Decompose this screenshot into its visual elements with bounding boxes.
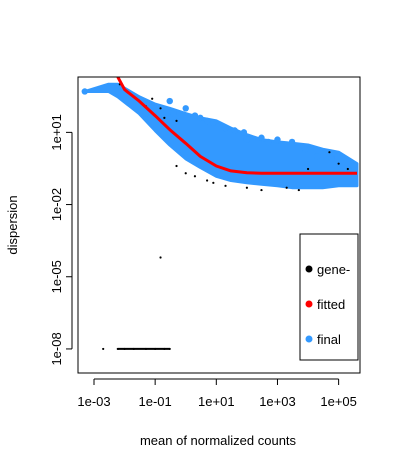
final-points-layer: [81, 88, 357, 170]
final-point: [274, 136, 281, 143]
final-point: [258, 134, 265, 141]
gene-point: [184, 172, 187, 175]
final-point: [81, 88, 88, 95]
gene-point: [163, 116, 166, 119]
legend: gene-fitted final: [299, 233, 359, 361]
gene-point: [285, 186, 288, 189]
gene-point: [224, 184, 227, 187]
gene-point: [306, 167, 310, 171]
x-tick-label: 1e+03: [259, 394, 296, 409]
final-point: [166, 97, 173, 105]
gene-point: [159, 256, 162, 259]
final-point: [265, 138, 272, 146]
x-tick-label: 1e+05: [320, 394, 357, 409]
y-axis: 1e-08 1e-05 1e-02 1e+01: [49, 114, 73, 366]
gene-point: [159, 107, 162, 110]
legend-label: fitted: [317, 297, 345, 312]
final-point: [301, 145, 309, 153]
final-point: [142, 110, 150, 117]
gene-point: [328, 151, 331, 154]
gene-point: [260, 188, 263, 192]
final-point: [197, 114, 204, 122]
gene-point: [193, 175, 197, 178]
gene-point: [212, 181, 215, 184]
final-point: [203, 117, 211, 125]
plot-frame: [77, 76, 361, 374]
final-point: [222, 124, 229, 132]
gene-point: [175, 164, 178, 168]
x-tick-label: 1e+01: [198, 394, 235, 409]
x-axis: 1e-03 1e-01 1e+01 1e+03 1e+05: [77, 378, 357, 409]
final-point: [240, 129, 248, 136]
legend-marker: [305, 265, 313, 273]
final-point: [328, 155, 336, 162]
gene-point: [297, 188, 300, 192]
y-tick-label: 1e-02: [49, 188, 64, 221]
fitted-series-layer: [116, 77, 357, 175]
gene-point: [151, 97, 154, 100]
final-point: [231, 127, 238, 134]
gene-point: [346, 167, 349, 171]
legend-marker: [305, 335, 313, 343]
gene-point: [245, 186, 248, 189]
final-point: [191, 112, 199, 119]
x-axis-label: mean of normalized counts: [140, 433, 297, 448]
y-tick-label: 1e-08: [49, 332, 64, 365]
final-point: [243, 136, 251, 143]
gene-point: [206, 179, 209, 182]
final-point: [182, 105, 189, 112]
legend-label: final: [317, 332, 341, 347]
gene-point: [175, 119, 178, 122]
y-tick-label: 1e-05: [49, 260, 64, 293]
final-point: [210, 119, 217, 126]
x-tick-label: 1e-03: [77, 394, 110, 409]
y-tick-label: 1e+01: [49, 114, 64, 151]
final-point: [350, 162, 357, 170]
legend-marker: [305, 300, 313, 308]
y-axis-label: dispersion: [5, 195, 20, 254]
final-point: [288, 138, 296, 146]
x-tick-label: 1e-01: [139, 394, 172, 409]
gene-series-layer: [102, 83, 349, 351]
final-point: [170, 110, 177, 117]
gene-point: [102, 347, 105, 351]
final-point: [314, 153, 321, 160]
gene-point: [337, 162, 340, 165]
legend-label: gene-: [317, 262, 350, 277]
plot-area: [81, 77, 359, 351]
fitted-line: [116, 77, 357, 175]
